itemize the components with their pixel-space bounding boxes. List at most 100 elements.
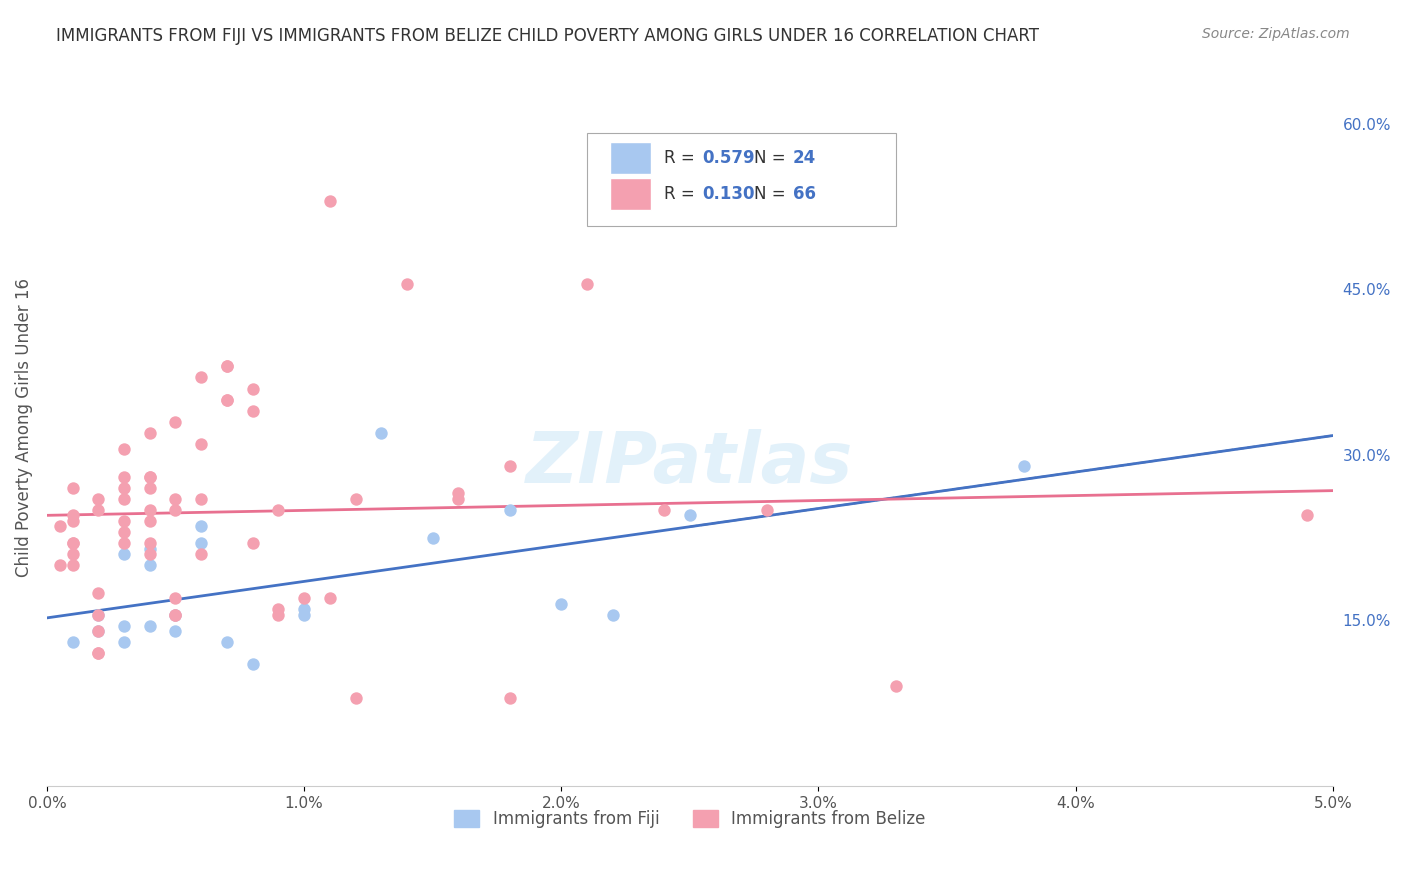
Text: 66: 66	[793, 185, 815, 203]
Point	[87, 646, 110, 660]
Point	[112, 491, 135, 506]
Point	[62, 508, 84, 523]
Point	[190, 536, 212, 550]
Point	[165, 607, 187, 622]
Point	[165, 591, 187, 606]
Point	[62, 536, 84, 550]
Point	[112, 524, 135, 539]
Point	[575, 277, 598, 291]
Y-axis label: Child Poverty Among Girls Under 16: Child Poverty Among Girls Under 16	[15, 277, 32, 576]
Point	[190, 491, 212, 506]
Point	[756, 503, 779, 517]
Point	[139, 514, 162, 528]
Point	[215, 392, 238, 407]
Point	[422, 531, 444, 545]
Point	[267, 602, 290, 616]
Point	[87, 585, 110, 599]
Point	[87, 503, 110, 517]
Point	[87, 624, 110, 639]
Point	[190, 547, 212, 561]
Point	[112, 536, 135, 550]
Text: 0.579: 0.579	[703, 149, 755, 167]
Point	[87, 607, 110, 622]
Point	[292, 602, 315, 616]
Point	[139, 536, 162, 550]
Point	[139, 425, 162, 440]
FancyBboxPatch shape	[610, 143, 651, 174]
Point	[884, 680, 907, 694]
Point	[242, 536, 264, 550]
Point	[87, 491, 110, 506]
Point	[242, 403, 264, 417]
Point	[165, 491, 187, 506]
Point	[165, 607, 187, 622]
Point	[62, 547, 84, 561]
Point	[139, 547, 162, 561]
Point	[62, 635, 84, 649]
Text: ZIPatlas: ZIPatlas	[526, 428, 853, 498]
Point	[447, 486, 470, 500]
Text: N =: N =	[754, 149, 792, 167]
Point	[62, 481, 84, 495]
Point	[242, 382, 264, 396]
Point	[139, 470, 162, 484]
Point	[267, 607, 290, 622]
Point	[112, 619, 135, 633]
Point	[165, 415, 187, 429]
Text: N =: N =	[754, 185, 792, 203]
Point	[190, 370, 212, 384]
Point	[48, 558, 70, 573]
Text: IMMIGRANTS FROM FIJI VS IMMIGRANTS FROM BELIZE CHILD POVERTY AMONG GIRLS UNDER 1: IMMIGRANTS FROM FIJI VS IMMIGRANTS FROM …	[56, 27, 1039, 45]
Point	[62, 536, 84, 550]
Point	[499, 503, 522, 517]
Text: Source: ZipAtlas.com: Source: ZipAtlas.com	[1202, 27, 1350, 41]
Point	[319, 194, 342, 208]
Legend: Immigrants from Fiji, Immigrants from Belize: Immigrants from Fiji, Immigrants from Be…	[447, 804, 932, 835]
Point	[190, 436, 212, 450]
Text: 24: 24	[793, 149, 815, 167]
Point	[267, 503, 290, 517]
Point	[344, 690, 367, 705]
Point	[602, 607, 624, 622]
Point	[139, 541, 162, 556]
Point	[112, 547, 135, 561]
Point	[112, 514, 135, 528]
FancyBboxPatch shape	[610, 178, 651, 210]
Point	[165, 607, 187, 622]
Point	[215, 359, 238, 374]
Point	[112, 635, 135, 649]
Point	[87, 646, 110, 660]
Point	[550, 597, 572, 611]
Point	[62, 514, 84, 528]
Point	[652, 503, 675, 517]
Point	[112, 442, 135, 457]
Point	[215, 392, 238, 407]
Point	[499, 690, 522, 705]
Point	[190, 519, 212, 533]
Point	[87, 624, 110, 639]
Point	[447, 491, 470, 506]
Point	[1012, 458, 1035, 473]
Point	[679, 508, 702, 523]
Point	[165, 503, 187, 517]
Point	[139, 619, 162, 633]
Point	[292, 591, 315, 606]
Point	[215, 359, 238, 374]
Point	[370, 425, 392, 440]
Point	[292, 607, 315, 622]
Point	[242, 657, 264, 672]
Point	[165, 624, 187, 639]
FancyBboxPatch shape	[586, 133, 896, 227]
Text: R =: R =	[664, 185, 700, 203]
Point	[112, 470, 135, 484]
Point	[112, 481, 135, 495]
Point	[1296, 508, 1319, 523]
Point	[215, 635, 238, 649]
Point	[62, 558, 84, 573]
Point	[139, 470, 162, 484]
Point	[48, 519, 70, 533]
Point	[319, 591, 342, 606]
Point	[139, 558, 162, 573]
Point	[87, 607, 110, 622]
Text: R =: R =	[664, 149, 700, 167]
